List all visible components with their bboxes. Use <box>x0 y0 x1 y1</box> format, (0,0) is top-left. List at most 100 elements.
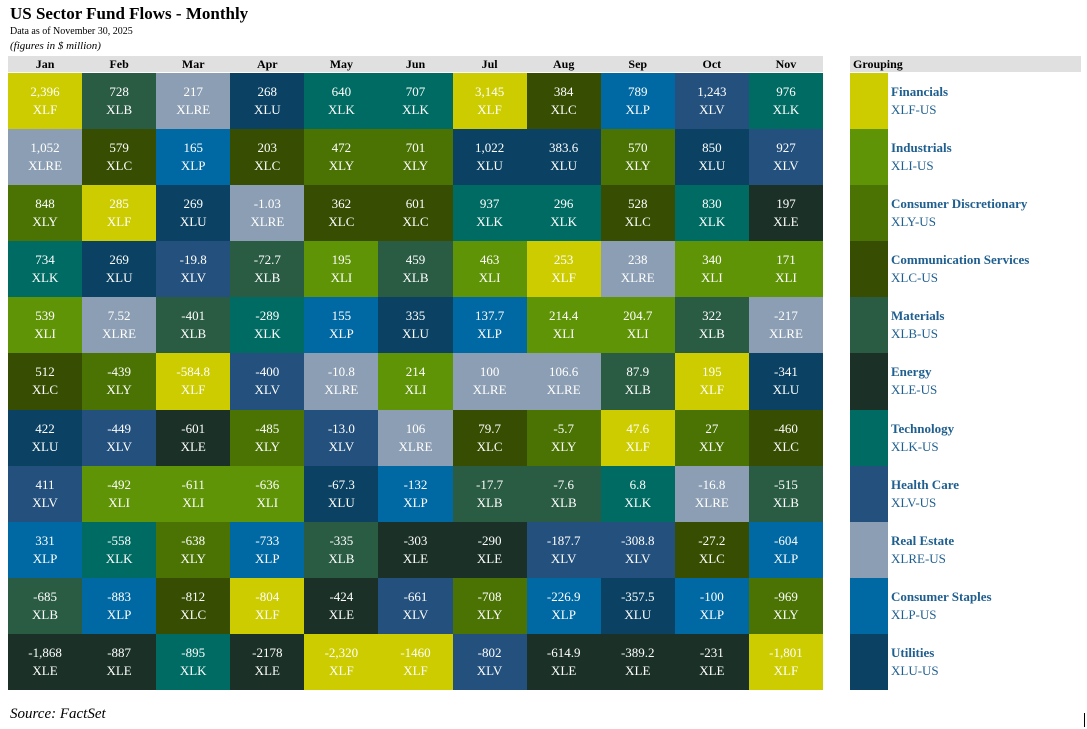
legend-ticker: XLC-US <box>891 270 938 286</box>
ticker: XLF <box>32 102 58 118</box>
flow-cell: 707 XLK <box>378 73 453 130</box>
flow-value: 2,396 <box>30 84 60 100</box>
month-header: Sep <box>600 56 675 72</box>
flow-value: 269 <box>109 252 129 268</box>
month-header: May <box>304 56 379 72</box>
flow-value: -341 <box>774 364 798 380</box>
ticker: XLY <box>476 606 503 622</box>
ticker: XLK <box>476 214 503 230</box>
ticker: XLP <box>773 550 799 566</box>
ticker: XLRE <box>546 382 581 398</box>
ticker: XLF <box>551 270 576 286</box>
flow-value: -357.5 <box>620 588 655 604</box>
ticker: XLI <box>775 270 797 286</box>
flow-value: -335 <box>329 532 354 548</box>
flow-value: 512 <box>35 364 55 380</box>
ticker: XLU <box>105 270 133 286</box>
flow-value: 601 <box>405 196 426 212</box>
flow-value: 463 <box>479 252 500 268</box>
flow-value: -2178 <box>252 644 283 660</box>
flow-cell: 87.9 XLB <box>600 353 675 410</box>
ticker: XLV <box>550 550 577 566</box>
flow-value: -449 <box>107 420 132 436</box>
ticker: XLK <box>328 102 355 118</box>
cursor <box>1084 713 1085 727</box>
ticker: XLU <box>402 326 429 342</box>
flow-cell: 269 XLU <box>82 241 157 298</box>
ticker: XLRE <box>250 214 285 230</box>
flow-cell: -460 XLC <box>748 409 823 466</box>
flow-cell: 789 XLP <box>600 73 675 130</box>
flow-cell: -100 XLP <box>674 577 749 634</box>
ticker: XLV <box>773 158 799 174</box>
ticker: XLC <box>106 158 133 174</box>
flow-cell: -584.8 XLF <box>156 353 231 410</box>
flow-value: -708 <box>477 588 502 604</box>
ticker: XLF <box>106 214 132 230</box>
flow-cell: 269 XLU <box>156 185 231 242</box>
ticker: XLK <box>698 214 726 230</box>
flow-value: -17.7 <box>476 476 504 492</box>
flow-value: -187.7 <box>546 532 581 548</box>
ticker: XLV <box>106 438 132 454</box>
legend-name: Real Estate <box>891 532 955 548</box>
grouping-header: Grouping <box>850 56 1081 72</box>
flow-value: -308.8 <box>620 532 655 548</box>
flow-value: -883 <box>107 588 132 604</box>
flow-cell: 195 XLF <box>674 353 749 410</box>
ticker: XLF <box>329 662 354 678</box>
month-header: Oct <box>674 56 749 72</box>
flow-value: 137.7 <box>474 308 505 324</box>
flow-value: 579 <box>109 140 129 156</box>
flow-cell: -357.5 XLU <box>600 577 675 634</box>
flow-cell: 79.7 XLC <box>452 409 527 466</box>
flow-value: -1,868 <box>28 644 62 660</box>
flow-value: 335 <box>405 308 426 324</box>
flow-value: 1,022 <box>474 140 505 156</box>
flow-cell: -217 XLRE <box>748 297 823 354</box>
flow-value: 253 <box>553 252 574 268</box>
flow-cell: 570 XLY <box>600 129 675 186</box>
flow-cell: 512 XLC <box>8 353 83 410</box>
flow-cell: -895 XLK <box>156 633 231 690</box>
flow-value: 165 <box>183 140 203 156</box>
flow-cell: -601 XLE <box>156 409 231 466</box>
legend-name: Health Care <box>891 476 959 492</box>
flow-value: -604 <box>774 532 798 548</box>
flow-cell: 1,052 XLRE <box>8 129 83 186</box>
flow-cell: -638 XLY <box>156 521 231 578</box>
flow-cell: 6.8 XLK <box>600 465 675 522</box>
ticker: XLP <box>255 550 280 566</box>
ticker: XLU <box>772 382 800 398</box>
flow-cell: -16.8 XLRE <box>674 465 749 522</box>
ticker: XLB <box>772 494 799 510</box>
flow-value: 707 <box>405 84 426 100</box>
legend-swatch <box>850 465 888 522</box>
flow-cell: -883 XLP <box>82 577 157 634</box>
flow-value: 528 <box>628 196 648 212</box>
flow-value: -27.2 <box>698 532 726 548</box>
legend-ticker: XLP-US <box>891 606 937 622</box>
legend-name: Communication Services <box>891 252 1030 268</box>
flow-value: 472 <box>331 140 352 156</box>
legend-ticker: XLI-US <box>891 158 934 174</box>
flow-cell: 850 XLU <box>674 129 749 186</box>
month-header: Mar <box>156 56 231 72</box>
ticker: XLB <box>106 102 133 118</box>
flow-cell: 539 XLI <box>8 297 83 354</box>
flow-value: -400 <box>255 364 280 380</box>
ticker: XLRE <box>620 270 655 286</box>
ticker: XLF <box>773 662 799 678</box>
flow-cell: 165 XLP <box>156 129 231 186</box>
flow-cell: -187.7 XLV <box>526 521 601 578</box>
flow-value: 3,145 <box>474 84 505 100</box>
flow-cell: 106 XLRE <box>378 409 453 466</box>
ticker: XLC <box>402 214 429 230</box>
flow-value: -558 <box>107 532 132 548</box>
ticker: XLI <box>330 270 353 286</box>
ticker: XLP <box>625 102 651 118</box>
ticker: XLE <box>254 662 280 678</box>
flow-value: -19.8 <box>179 252 207 268</box>
flow-cell: 214 XLI <box>378 353 453 410</box>
flow-value: -290 <box>477 532 502 548</box>
